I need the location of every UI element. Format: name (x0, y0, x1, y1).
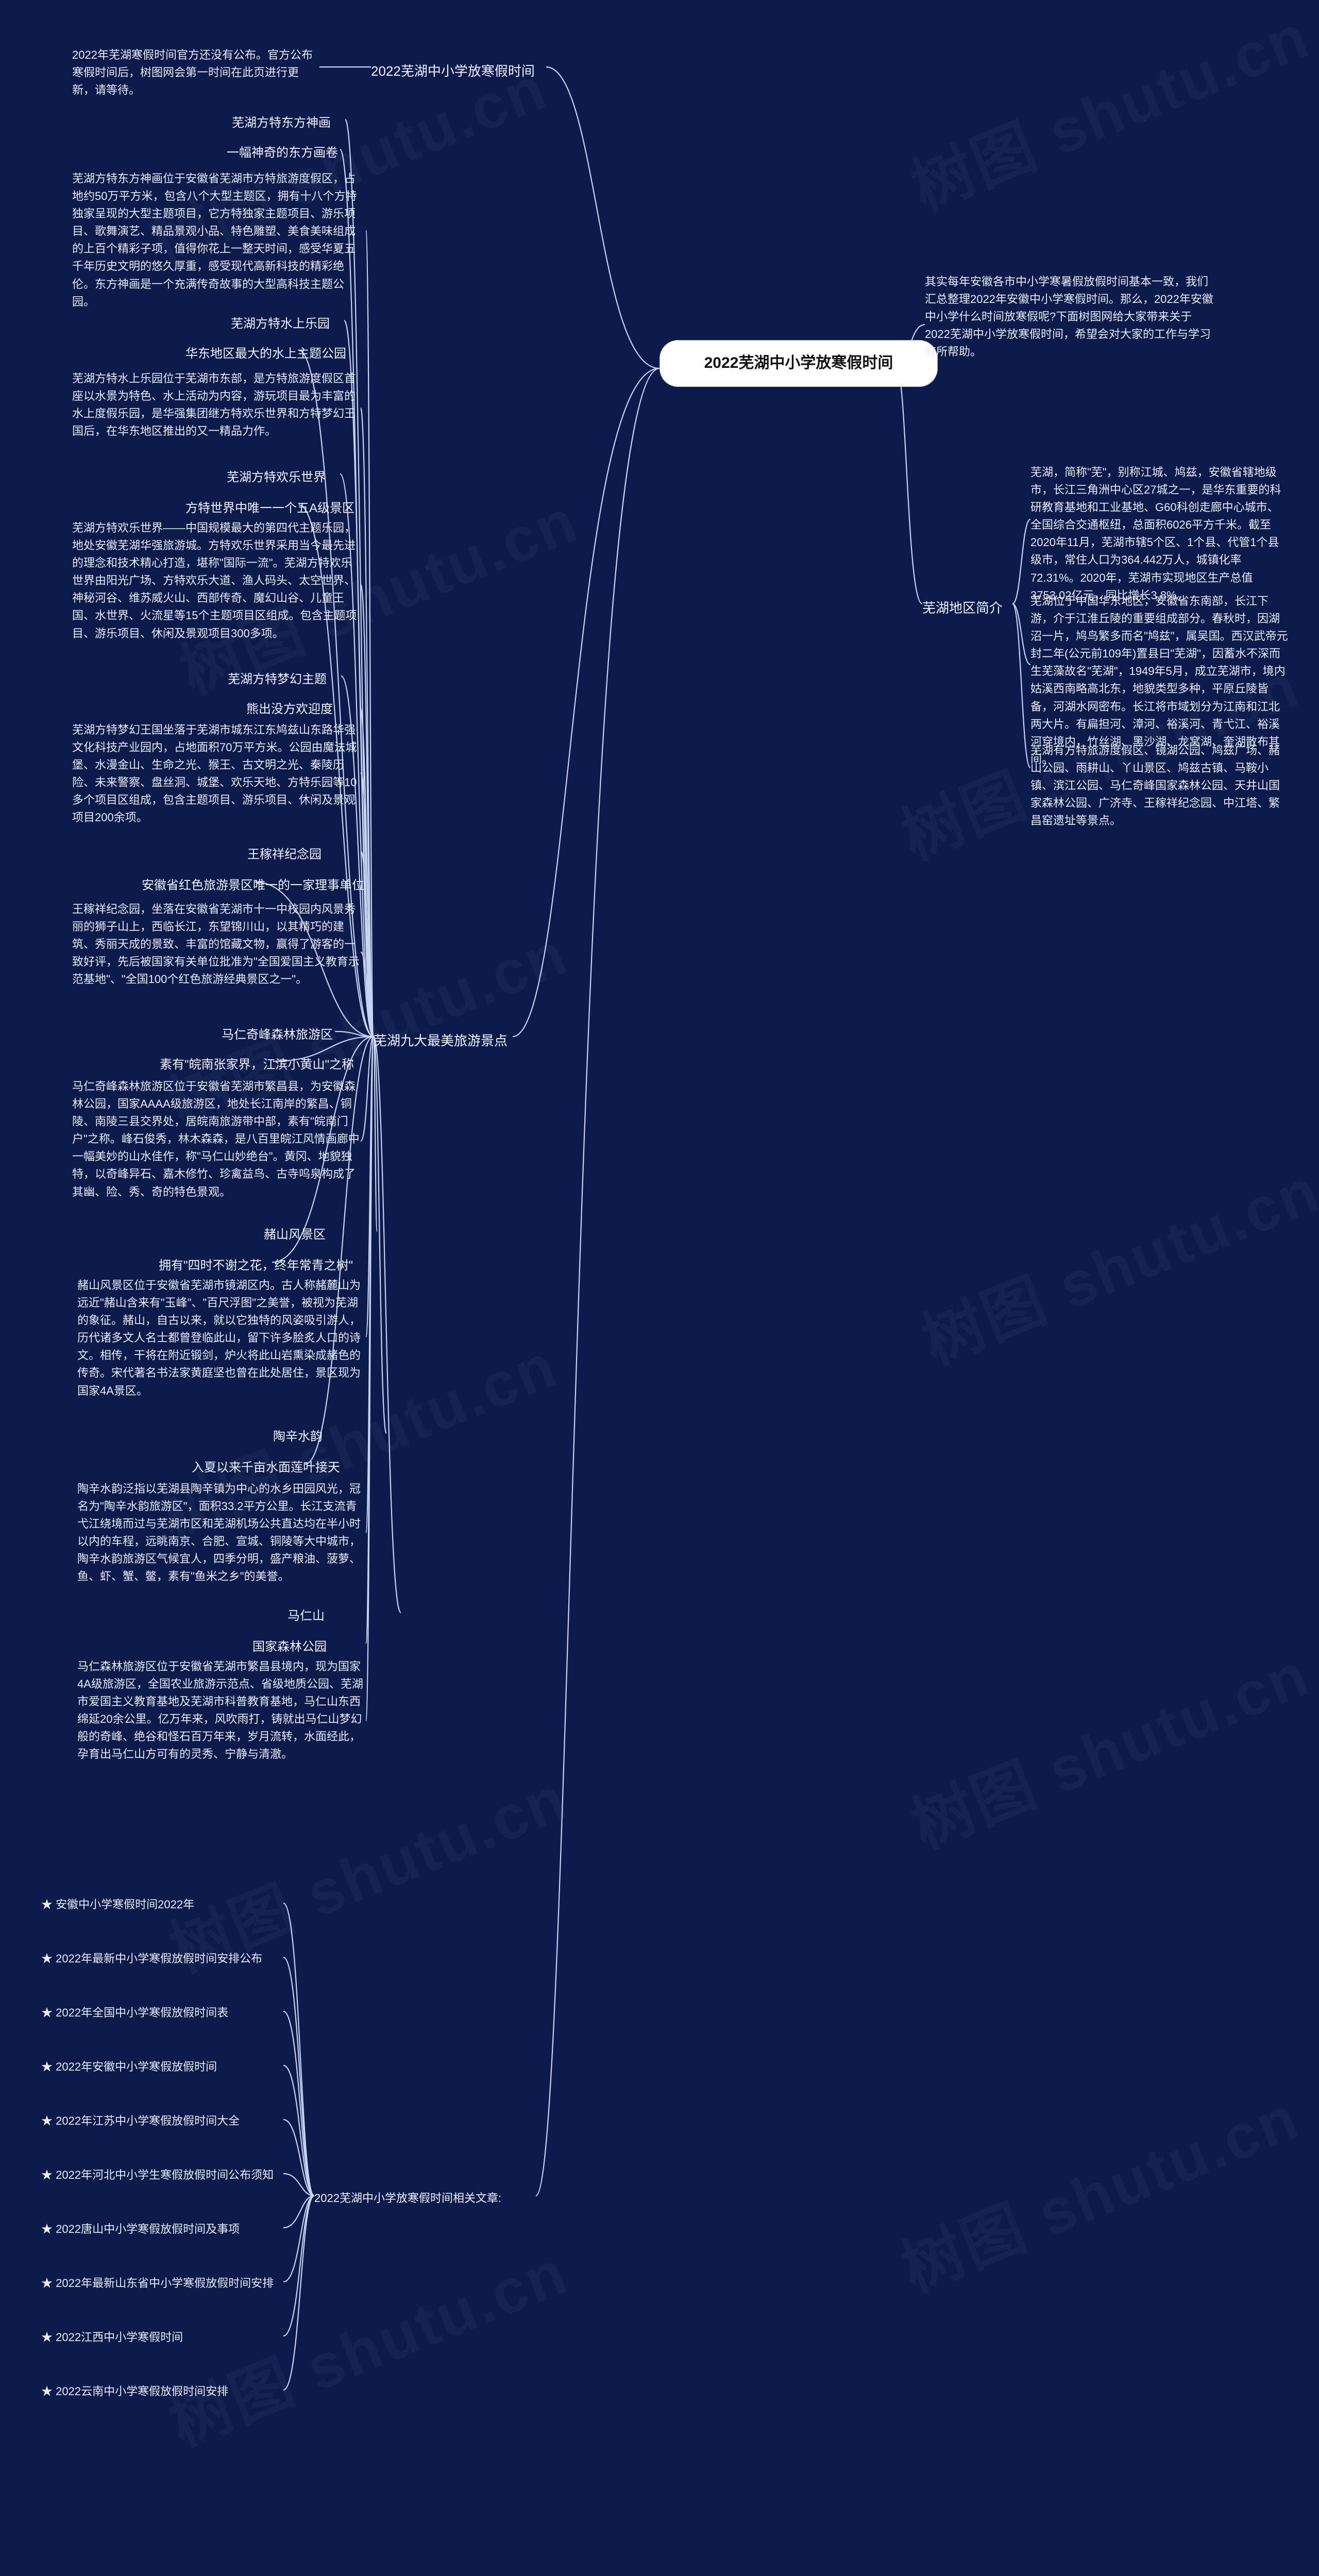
region-block-0: 芜湖，简称"芜"，别称江城、鸠兹，安徽省辖地级市，长江三角洲中心区27城之一，是… (1030, 464, 1288, 604)
branch-scenic: 芜湖九大最美旅游景点 (374, 1030, 508, 1051)
related-link-5[interactable]: 2022年河北中小学生寒假放假时间公布须知 (41, 2166, 274, 2184)
scenic-label-25: 国家森林公园 (252, 1637, 327, 1656)
related-link-7[interactable]: 2022年最新山东省中小学寒假放假时间安排 (41, 2275, 274, 2292)
scenic-label-21: 陶辛水韵 (273, 1427, 323, 1446)
scenic-label-4: 华东地区最大的水上主题公园 (185, 344, 346, 363)
scenic-label-18: 赭山风景区 (264, 1225, 326, 1244)
scenic-label-10: 熊出没方欢迎度 (246, 700, 333, 719)
related-link-2[interactable]: 2022年全国中小学寒假放假时间表 (41, 2004, 228, 2022)
scenic-block-5: 芜湖方特水上乐园位于芜湖市东部，是方特旅游度假区首座以水景为特色、水上活动为内容… (72, 370, 361, 440)
scenic-block-20: 赭山风景区位于安徽省芜湖市镜湖区内。古人称赭麓山为远近"赭山含来有"玉峰"、"百… (77, 1277, 366, 1400)
intro-block: 其实每年安徽各市中小学寒暑假放假时间基本一致，我们汇总整理2022年安徽中小学寒… (925, 273, 1213, 361)
scenic-label-13: 安徽省红色旅游景区唯一的一家理事单位 (142, 876, 364, 895)
watermark: 树图 shutu.cn (897, 1625, 1319, 1866)
scenic-label-0: 芜湖方特东方神画 (232, 113, 331, 132)
related-link-0[interactable]: 安徽中小学寒假时间2022年 (41, 1896, 194, 1913)
related-link-6[interactable]: 2022唐山中小学寒假放假时间及事项 (41, 2221, 240, 2238)
scenic-label-7: 方特世界中唯一一个五A级景区 (185, 499, 354, 518)
scenic-block-2: 芜湖方特东方神画位于安徽省芜湖市方特旅游度假区，占地约50万平方米，包含八个大型… (72, 170, 366, 311)
scenic-label-12: 王稼祥纪念园 (247, 845, 322, 864)
scenic-block-17: 马仁奇峰森林旅游区位于安徽省芜湖市繁昌县，为安徽森林公园，国家AAAA级旅游区，… (72, 1078, 361, 1201)
related-link-4[interactable]: 2022年江苏中小学寒假放假时间大全 (41, 2112, 240, 2130)
branch-links: 2022芜湖中小学放寒假时间相关文章: (314, 2190, 501, 2207)
scenic-label-19: 拥有"四时不谢之花，终年常青之树" (159, 1256, 353, 1275)
branch-region: 芜湖地区简介 (922, 598, 1003, 618)
related-link-9[interactable]: 2022云南中小学寒假放假时间安排 (41, 2383, 228, 2400)
center-topic: 2022芜湖中小学放寒假时间 (660, 340, 938, 387)
scenic-block-23: 陶辛水韵泛指以芜湖县陶辛镇为中心的水乡田园风光，冠名为"陶辛水韵旅游区"，面积3… (77, 1480, 366, 1586)
scenic-block-11: 芜湖方特梦幻王国坐落于芜湖市城东江东鸠兹山东路华强文化科技产业园内，占地面积70… (72, 721, 361, 827)
related-link-8[interactable]: 2022江西中小学寒假时间 (41, 2329, 183, 2346)
related-link-1[interactable]: 2022年最新中小学寒假放假时间安排公布 (41, 1950, 262, 1968)
branch-holiday: 2022芜湖中小学放寒假时间 (371, 61, 535, 81)
scenic-block-14: 王稼祥纪念园，坐落在安徽省芜湖市十一中校园内风景秀丽的狮子山上，西临长江，东望锦… (72, 901, 361, 988)
watermark: 树图 shutu.cn (907, 1141, 1319, 1382)
watermark: 树图 shutu.cn (155, 2223, 579, 2464)
holiday-block: 2022年芜湖寒假时间官方还没有公布。官方公布寒假时间后，树图网会第一时间在此页… (72, 46, 319, 99)
scenic-block-8: 芜湖方特欢乐世界——中国规模最大的第四代主题乐园，地处安徽芜湖华强旅游城。方特欢… (72, 519, 361, 642)
scenic-block-26: 马仁森林旅游区位于安徽省芜湖市繁昌县境内，现为国家4A级旅游区，全国农业旅游示范… (77, 1658, 366, 1764)
related-link-3[interactable]: 2022年安徽中小学寒假放假时间 (41, 2058, 217, 2076)
watermark: 树图 shutu.cn (886, 2068, 1310, 2309)
scenic-label-3: 芜湖方特水上乐园 (231, 314, 330, 333)
scenic-label-15: 马仁奇峰森林旅游区 (222, 1025, 333, 1044)
scenic-label-6: 芜湖方特欢乐世界 (227, 468, 326, 487)
region-block-2: 芜湖有方特旅游度假区、镜湖公园、鸠兹广场、赭山公园、雨耕山、丫山景区、鸠兹古镇、… (1030, 742, 1288, 829)
scenic-label-22: 入夏以来千亩水面莲叶接天 (192, 1458, 340, 1477)
scenic-label-9: 芜湖方特梦幻主题 (228, 670, 327, 689)
scenic-label-1: 一幅神奇的东方画卷 (227, 143, 338, 162)
watermark: 树图 shutu.cn (897, 0, 1319, 227)
scenic-label-24: 马仁山 (288, 1606, 325, 1625)
scenic-label-16: 素有"皖南张家界，江滨小黄山"之称 (160, 1055, 354, 1074)
